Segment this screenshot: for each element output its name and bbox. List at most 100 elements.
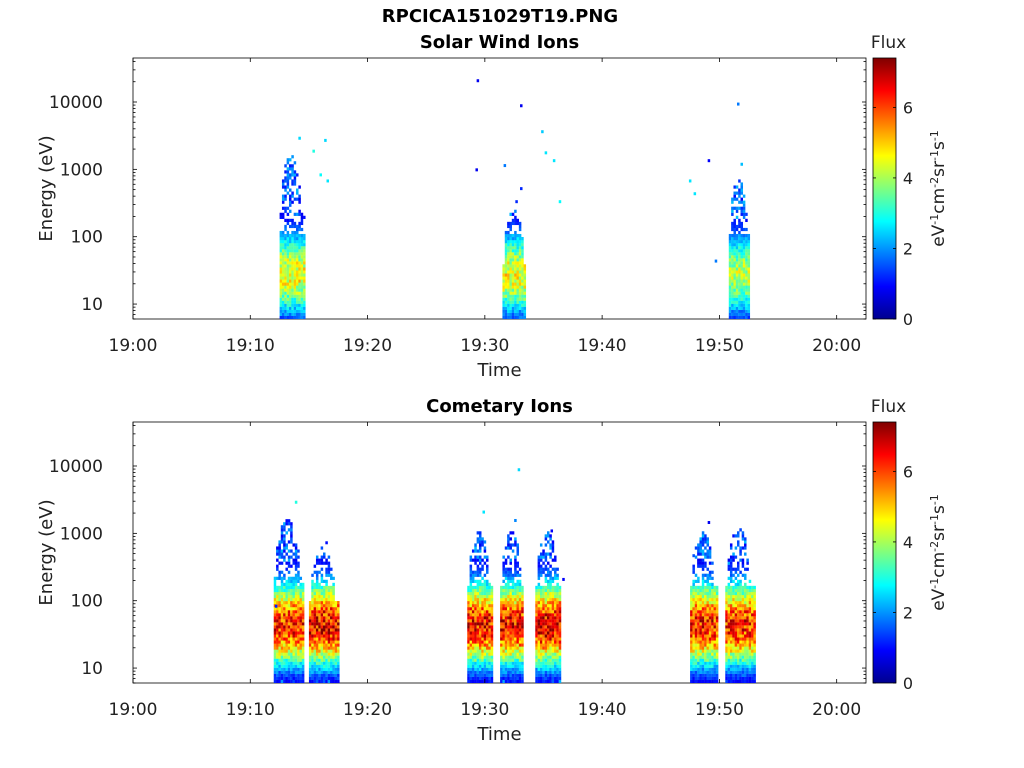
heatmap-cell — [746, 625, 749, 629]
heatmap-cell — [521, 679, 524, 683]
heatmap-cell — [325, 597, 328, 602]
heatmap-cell — [699, 640, 702, 644]
heatmap-cell — [474, 594, 477, 599]
heatmap-cell — [507, 546, 510, 550]
heatmap-cell — [507, 658, 510, 662]
heatmap-cell — [504, 643, 508, 647]
heatmap-cell — [748, 664, 752, 668]
heatmap-cell — [279, 303, 283, 307]
heatmap-cell — [521, 597, 524, 602]
heatmap-cell — [315, 573, 319, 577]
heatmap-cell — [281, 306, 285, 310]
heatmap-cell — [292, 658, 296, 662]
heatmap-cell — [715, 622, 719, 626]
heatmap-cell — [507, 236, 510, 241]
heatmap-cell — [741, 664, 745, 668]
heatmap-cell — [535, 594, 538, 599]
heatmap-cell — [511, 246, 515, 250]
heatmap-cell — [486, 637, 489, 641]
heatmap-cell — [690, 597, 693, 602]
heatmap-cell — [731, 270, 734, 274]
heatmap-cell — [320, 637, 324, 641]
heatmap-cell — [281, 255, 285, 259]
heatmap-cell — [511, 610, 515, 614]
heatmap-cell — [507, 591, 510, 596]
heatmap-cell — [544, 552, 548, 556]
heatmap-cell — [732, 573, 735, 577]
heatmap-cell — [490, 610, 494, 614]
heatmap-cell — [467, 658, 470, 662]
heatmap-cell — [469, 622, 473, 626]
heatmap-cell — [741, 546, 745, 550]
heatmap-cell — [713, 607, 717, 611]
heatmap-cell — [488, 622, 491, 626]
heatmap-cell — [516, 258, 520, 262]
heatmap-cell — [334, 613, 338, 617]
heatmap-cell — [322, 643, 326, 647]
heatmap-cell — [729, 661, 733, 665]
heatmap-cell — [298, 246, 301, 250]
heatmap-cell — [733, 276, 736, 280]
heatmap-cell — [294, 628, 298, 632]
heatmap-cell — [311, 667, 314, 671]
heatmap-cell — [742, 227, 746, 232]
heatmap-cell — [325, 631, 328, 635]
heatmap-cell — [502, 573, 505, 577]
heatmap-cell — [753, 622, 756, 626]
heatmap-cell — [285, 679, 288, 683]
heatmap-cell — [320, 561, 324, 565]
heatmap-cell — [518, 291, 522, 295]
heatmap-cell — [287, 549, 291, 553]
heatmap-cell — [325, 652, 328, 656]
heatmap-cell — [751, 594, 754, 599]
heatmap-cell — [286, 270, 290, 274]
heatmap-cell — [334, 637, 338, 641]
heatmap-cell — [725, 643, 728, 647]
heatmap-cell — [725, 640, 728, 644]
heatmap-cell — [502, 276, 505, 280]
heatmap-cell — [297, 664, 300, 668]
heatmap-cell — [488, 643, 491, 647]
heatmap-cell — [518, 664, 522, 668]
spectrogram-data — [273, 468, 756, 683]
heatmap-cell — [546, 664, 550, 668]
heatmap-cell — [318, 610, 321, 614]
heatmap-cell — [549, 597, 552, 602]
heatmap-cell — [325, 661, 328, 665]
heatmap-cell — [502, 309, 505, 313]
heatmap-cell — [509, 676, 512, 680]
heatmap-cell — [728, 288, 732, 292]
heatmap-cell — [298, 224, 301, 229]
heatmap-cell — [287, 610, 291, 614]
heatmap-cell — [711, 585, 714, 590]
heatmap-cell — [751, 667, 754, 671]
heatmap-cell — [539, 558, 543, 562]
heatmap-cell — [332, 667, 335, 671]
heatmap-cell — [521, 312, 524, 316]
heatmap-cell — [293, 264, 297, 268]
heatmap-cell — [290, 540, 293, 544]
heatmap-cell — [551, 543, 555, 547]
heatmap-cell — [293, 270, 297, 274]
heatmap-cell — [297, 564, 300, 568]
heatmap-cell — [286, 249, 290, 253]
heatmap-cell — [483, 616, 487, 620]
colorbar-tick-label: 4 — [903, 533, 913, 552]
heatmap-cell — [507, 300, 510, 304]
heatmap-cell — [753, 594, 756, 599]
heatmap-cell — [751, 604, 754, 608]
heatmap-cell — [738, 273, 741, 277]
heatmap-cell — [537, 658, 541, 662]
heatmap-cell — [311, 622, 314, 626]
heatmap-cell — [509, 221, 512, 226]
heatmap-cell — [294, 646, 298, 650]
heatmap-cell — [739, 594, 742, 599]
heatmap-cell — [504, 634, 508, 638]
heatmap-cell — [727, 588, 731, 593]
heatmap-cell — [486, 582, 489, 587]
heatmap-cell — [504, 249, 508, 253]
heatmap-cell — [692, 643, 695, 647]
heatmap-cell — [320, 619, 324, 623]
heatmap-cell — [311, 604, 314, 608]
heatmap-cell — [298, 300, 301, 304]
